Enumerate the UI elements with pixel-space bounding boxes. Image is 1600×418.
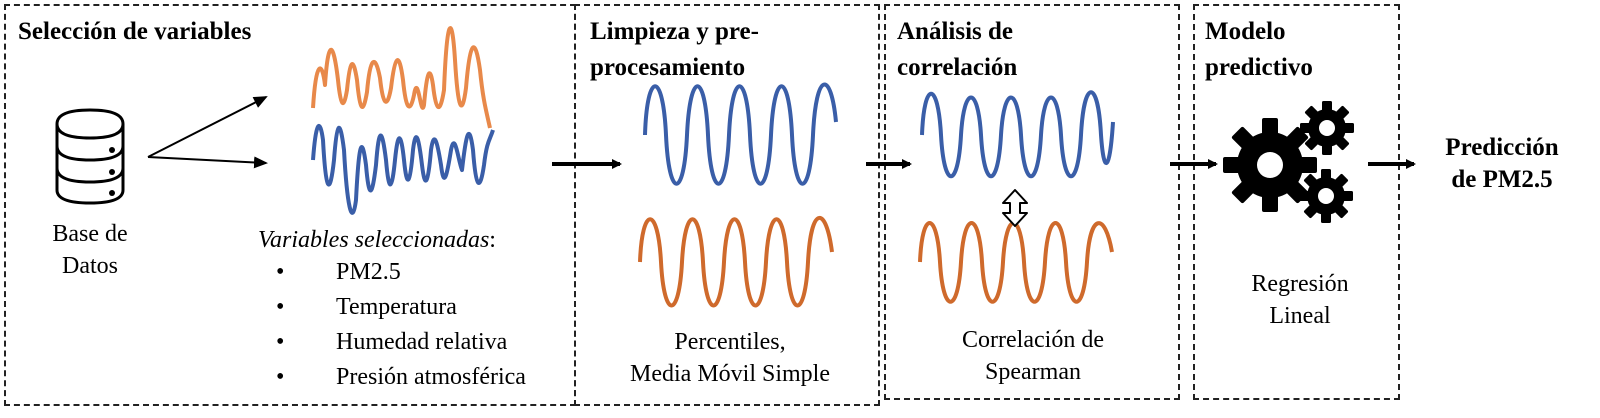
variables-heading-text: Variables seleccionadas xyxy=(258,227,490,253)
variable-name: PM2.5 xyxy=(336,259,401,285)
arrow-to-orange-series xyxy=(147,96,268,158)
panel-title-model: Modelo predictivo xyxy=(1205,17,1313,83)
panel-title-correlation-line2: correlación xyxy=(897,54,1018,81)
database-icon xyxy=(55,108,125,205)
correlation-blue-wave xyxy=(920,90,1115,179)
panel-cleaning xyxy=(574,4,880,406)
database-label-line2: Datos xyxy=(62,253,118,279)
correlation-method-line2: Spearman xyxy=(985,359,1081,385)
panel-correlation xyxy=(884,4,1180,400)
variable-name: Presión atmosférica xyxy=(336,364,526,390)
panel-title-cleaning: Limpieza y pre- procesamiento xyxy=(590,17,759,83)
cleaning-method-label: Percentiles, Media Móvil Simple xyxy=(590,326,870,390)
panel-title-model-line2: predictivo xyxy=(1205,54,1313,81)
variables-heading-suffix: : xyxy=(489,227,496,253)
bullet: • xyxy=(276,364,285,390)
bullet: • xyxy=(276,259,285,285)
gears-icon xyxy=(1223,101,1354,223)
bullet: • xyxy=(276,294,285,320)
output-label: Predicción de PM2.5 xyxy=(1412,132,1592,196)
list-item: • Temperatura xyxy=(276,290,526,325)
orange-series-wave xyxy=(311,26,492,129)
model-method-label: Regresión Lineal xyxy=(1205,268,1395,332)
cleaning-method-line1: Percentiles, xyxy=(674,329,786,355)
arrow-to-blue-series xyxy=(147,156,268,169)
list-item: • Presión atmosférica xyxy=(276,360,526,395)
double-arrow-icon xyxy=(1002,189,1028,227)
panel-title-model-line1: Modelo xyxy=(1205,18,1286,45)
output-line2: de PM2.5 xyxy=(1451,166,1553,193)
variables-list: • PM2.5 • Temperatura • Humedad relativa • P… xyxy=(276,255,526,395)
model-method-line1: Regresión xyxy=(1251,271,1349,297)
list-item: • PM2.5 xyxy=(276,255,526,290)
blue-series-wave xyxy=(311,124,495,215)
cleaning-blue-wave xyxy=(643,82,838,186)
output-line1: Predicción xyxy=(1445,134,1559,161)
list-item: • Humedad relativa xyxy=(276,325,526,360)
correlation-method-line1: Correlación de xyxy=(962,327,1104,353)
database-label-line1: Base de xyxy=(52,221,128,247)
panel-title-correlation: Análisis de correlación xyxy=(897,17,1017,83)
database-label: Base de Datos xyxy=(30,218,150,282)
panel-title-correlation-line1: Análisis de xyxy=(897,18,1014,45)
variable-name: Temperatura xyxy=(336,294,457,320)
cleaning-method-line2: Media Móvil Simple xyxy=(630,361,830,387)
panel-title-selection: Selección de variables xyxy=(18,18,252,45)
model-method-line2: Lineal xyxy=(1269,303,1331,329)
panel-model xyxy=(1193,4,1400,400)
correlation-orange-wave xyxy=(918,221,1114,304)
variable-name: Humedad relativa xyxy=(336,329,508,355)
variables-heading: Variables seleccionadas: xyxy=(258,224,496,256)
cleaning-orange-wave xyxy=(638,215,834,308)
correlation-method-label: Correlación de Spearman xyxy=(898,324,1168,388)
bullet: • xyxy=(276,329,285,355)
panel-title-cleaning-line2: procesamiento xyxy=(590,54,746,81)
panel-title-cleaning-line1: Limpieza y pre- xyxy=(590,18,759,45)
